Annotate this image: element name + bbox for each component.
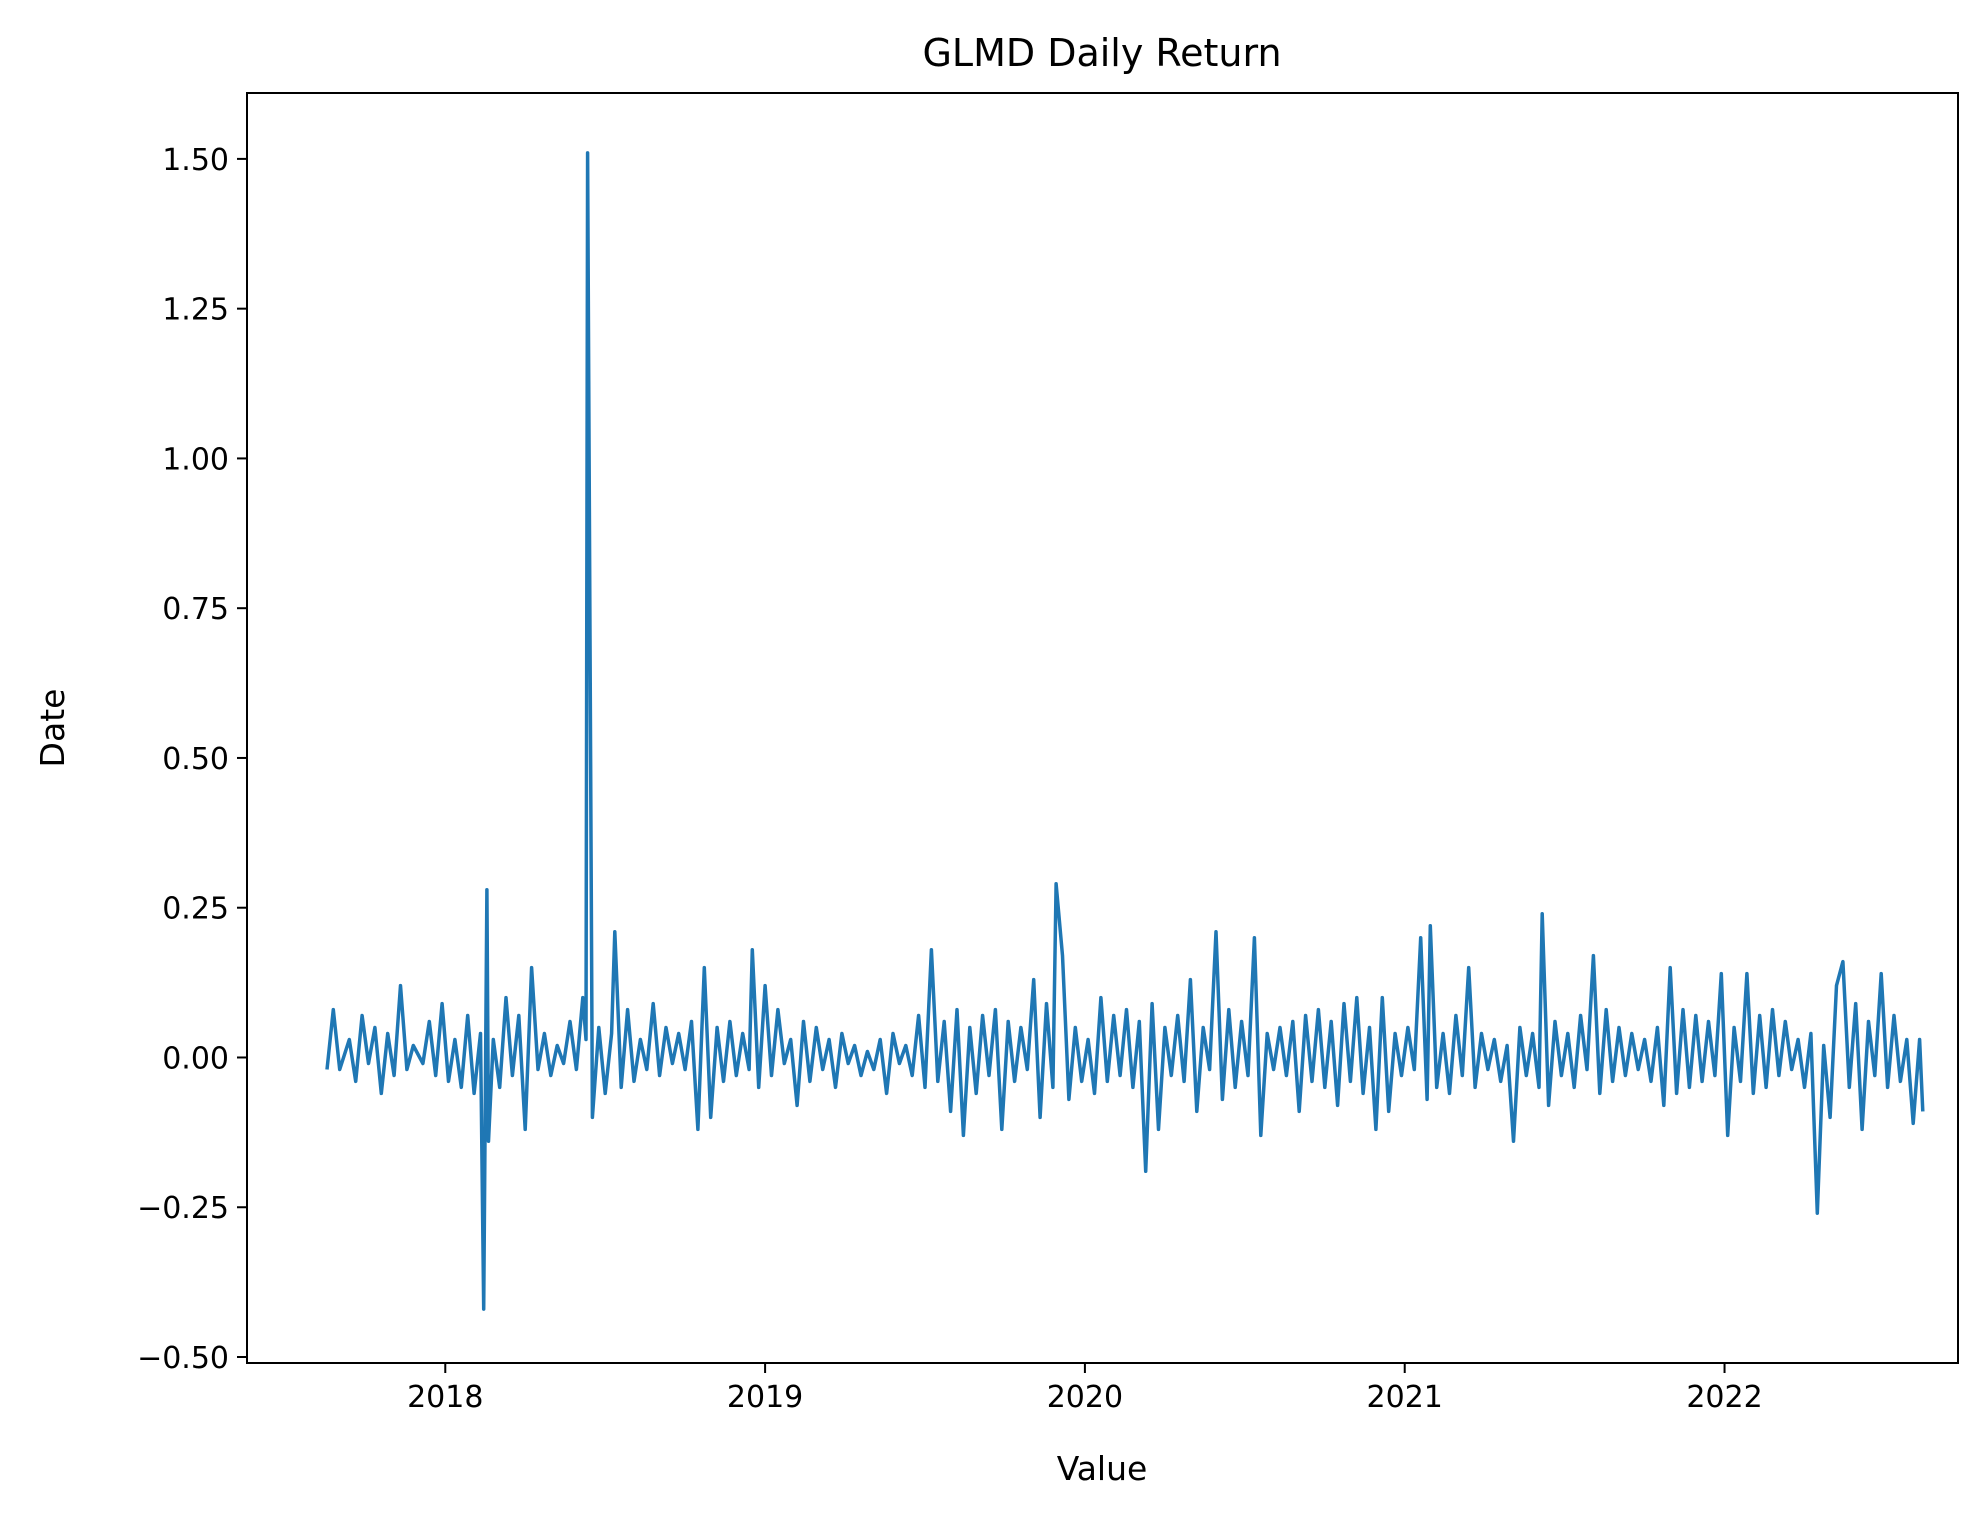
y-tick-label: 1.50: [162, 143, 229, 178]
y-tick-label: 0.25: [162, 892, 229, 927]
plot-area: [247, 93, 1958, 1363]
x-tick-label: 2019: [727, 1380, 803, 1415]
y-axis-label: Date: [33, 689, 72, 768]
y-tick-label: 1.00: [162, 442, 229, 477]
y-tick-label: 1.25: [162, 293, 229, 328]
y-tick-label: 0.75: [162, 592, 229, 627]
x-tick-label: 2022: [1686, 1380, 1762, 1415]
x-axis-label: Value: [1057, 1449, 1148, 1488]
y-tick-label: −0.50: [137, 1341, 229, 1376]
y-tick-label: −0.25: [137, 1191, 229, 1226]
chart-title: GLMD Daily Return: [922, 31, 1281, 75]
y-tick-label: 0.00: [162, 1041, 229, 1076]
x-tick-label: 2018: [407, 1380, 483, 1415]
x-tick-label: 2020: [1047, 1380, 1123, 1415]
x-tick-label: 2021: [1367, 1380, 1443, 1415]
y-tick-label: 0.50: [162, 742, 229, 777]
